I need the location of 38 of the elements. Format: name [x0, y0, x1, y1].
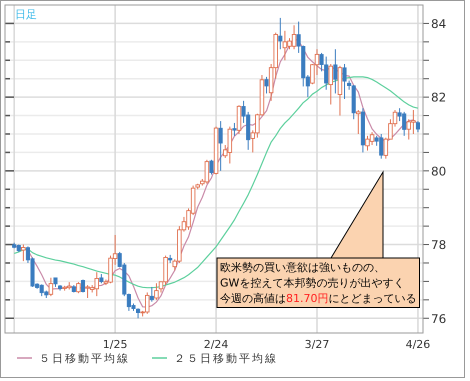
y-tick-label: 84 [431, 16, 446, 31]
candlestick [356, 110, 361, 134]
legend-label: ５日移動平均線 [39, 352, 130, 365]
legend-label: ２５日移動平均線 [174, 352, 278, 365]
candlestick [209, 159, 214, 176]
candlestick [406, 118, 412, 140]
x-tick-label: 4/26 [406, 338, 430, 351]
candlestick [278, 17, 282, 50]
candlestick [154, 282, 159, 300]
y-tick-label: 78 [431, 238, 446, 252]
annotation: GWを控えて本邦勢の売りが出やすく [220, 276, 404, 290]
candlestick [80, 279, 86, 293]
candlestick [218, 120, 223, 172]
candlestick [342, 63, 347, 100]
candlestick [328, 63, 334, 106]
chart-title: 日足 [15, 8, 37, 21]
x-tick-label: 3/27 [304, 338, 330, 351]
candlestick [232, 122, 236, 136]
x-tick-label: 1/25 [102, 338, 128, 351]
callout: 欧米勢の買い意欲は強いものの、 GWを控えて本邦勢の売りが出やすく 今週の高値は81.70円にとどまっている [216, 170, 420, 308]
candlestick [48, 277, 54, 297]
candlestick [150, 286, 154, 302]
candlestick [416, 120, 420, 133]
candlestick [76, 282, 81, 294]
candlestick [53, 277, 58, 288]
y-tick-label: 76 [431, 312, 446, 326]
annotation: 今週の高値は81.70円にとどまっている [220, 292, 416, 305]
x-tick-label: 2/24 [204, 338, 228, 351]
candlestick [282, 30, 288, 61]
candlestick [333, 48, 338, 94]
candlestick [144, 292, 150, 314]
candlestick [264, 76, 269, 94]
candlestick [99, 274, 104, 284]
annotation: 欧米勢の買い意欲は強いものの、 [220, 261, 385, 274]
candlestick [236, 104, 242, 134]
candlestick [21, 244, 26, 262]
y-tick-label: 82 [431, 90, 446, 105]
y-tick-label: 80 [431, 164, 446, 178]
